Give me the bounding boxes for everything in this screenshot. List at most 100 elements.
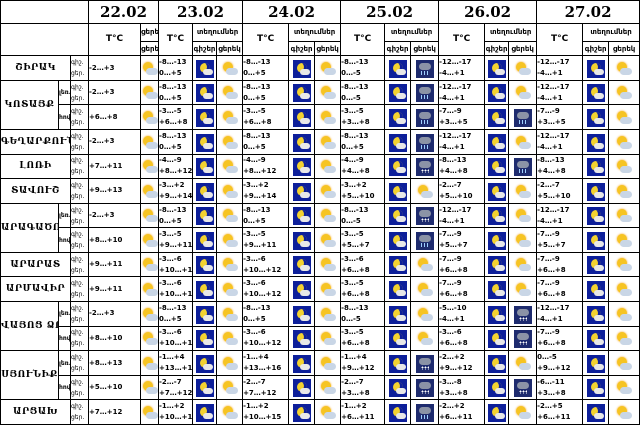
temperature-value: -12…-17 — [537, 131, 570, 140]
weather-icon-cell — [384, 55, 412, 81]
temperature-value: -3…-6 — [439, 328, 462, 337]
sun-cloud-icon — [221, 84, 239, 102]
sun-cloud-icon — [142, 330, 158, 348]
time-of-day: գիշ. ցեր. — [69, 202, 90, 229]
temperature-value: +6…+11 — [537, 413, 571, 422]
temperature-value: +8…+12 — [243, 167, 277, 176]
rain-cloud-icon — [513, 158, 532, 177]
weather-icon-cell — [484, 129, 510, 155]
weather-icon-cell — [140, 399, 160, 425]
sun-cloud-icon — [319, 183, 337, 201]
temperature-value: 0…+5 — [159, 93, 182, 102]
temperature-value: +6…+11 — [341, 413, 375, 422]
temperature-cell: -3…-5 +5…+7 — [340, 227, 386, 253]
rain-cloud-icon — [415, 231, 434, 250]
weather-icon-cell — [384, 374, 412, 401]
moon-cloud-icon — [292, 133, 311, 152]
temperature-cell: -7…-9 +3…+5 — [438, 104, 486, 131]
temp-header: T°C — [242, 22, 290, 57]
sun-cloud-icon — [142, 158, 158, 176]
weather-icon-cell — [484, 202, 510, 229]
moon-cloud-icon — [586, 403, 605, 422]
moon-cloud-icon — [292, 231, 311, 250]
temperature-value: +3…+5 — [439, 118, 468, 127]
weather-icon-cell — [288, 129, 316, 155]
snow-cloud-icon — [415, 158, 434, 177]
temperature-cell: -8…-13 0…+5 — [242, 202, 290, 229]
temperature-value: -3…-6 — [243, 328, 266, 337]
weather-icon-cell — [140, 374, 160, 401]
weather-icon-cell — [608, 227, 640, 253]
weather-icon-cell — [216, 399, 244, 425]
temperature-value: -4…+1 — [537, 142, 563, 151]
region-name: ԳԵՂԱՐՔՈՒՆԻՔ — [0, 129, 71, 155]
temperature-value: 0…+5 — [243, 216, 266, 225]
sun-cloud-icon — [416, 183, 434, 201]
region-name: ԱՐԱԳԱԾՈՏՆ — [0, 202, 59, 253]
temperature-value: -8…-13 — [159, 82, 187, 91]
temperature-value: -3…+2 — [341, 180, 367, 189]
moon-cloud-icon — [487, 207, 506, 226]
region-row: հով.գիշ.ցեր.+8…+10 -3…-5 +9…+11 -3…-5 +9…+11… — [1, 227, 640, 253]
temperature-cell: -2…+3 — [88, 301, 142, 327]
temperature-cell: -1…+2 +10…+15 — [158, 399, 194, 425]
moon-cloud-icon — [195, 305, 214, 324]
temperature-value: -3…+2 — [243, 180, 269, 189]
moon-cloud-icon — [586, 59, 605, 78]
temperature-cell: -7…-9 +6…+8 — [438, 276, 486, 303]
temperature-value: +13…+16 — [243, 364, 282, 372]
zone-label: լեռ. — [58, 79, 71, 106]
moon-cloud-icon — [292, 281, 311, 300]
weather-icon-cell — [410, 251, 440, 278]
weather-icon-cell — [216, 325, 244, 352]
sun-cloud-icon — [615, 256, 633, 274]
temperature-value: -8…-13 — [341, 82, 369, 91]
rain-cloud-icon — [415, 84, 434, 103]
temperature-cell: -3…-5 +6…+8 — [158, 104, 194, 131]
temperature-value: +6…+8 — [439, 265, 468, 274]
temp-header: T°C — [438, 22, 486, 57]
temperature-value: -8…-13 — [159, 58, 187, 67]
sun-cloud-icon — [514, 281, 532, 299]
date-header: 25.02 — [340, 0, 440, 24]
weather-icon-cell — [608, 251, 640, 278]
moon-cloud-icon — [487, 59, 506, 78]
temperature-cell: -7…-9 +6…+8 — [536, 251, 584, 278]
weather-icon-cell — [384, 153, 412, 180]
weather-icon-cell — [608, 178, 640, 204]
weather-icon-cell — [608, 399, 640, 425]
sun-cloud-icon — [514, 232, 532, 250]
temperature-cell: -8…-13 0…+5 — [158, 55, 194, 81]
weather-icon-cell — [484, 374, 510, 401]
sun-cloud-icon — [221, 355, 239, 373]
sun-cloud-icon — [615, 330, 633, 348]
temperature-value: +8…+13 — [89, 358, 123, 367]
sun-cloud-icon — [319, 306, 337, 324]
time-of-day: գիշ. ցեր. — [69, 301, 90, 327]
zone-label: հով. — [58, 227, 71, 253]
temperature-cell: -8…-13 0…+5 — [242, 79, 290, 106]
weather-icon-cell — [140, 55, 160, 81]
moon-cloud-icon — [586, 207, 605, 226]
weather-icon-cell — [140, 129, 160, 155]
temperature-value: +9…+11 — [89, 284, 123, 293]
temp-header: T°C — [340, 22, 386, 57]
weather-icon-cell — [410, 374, 440, 401]
night-subheader: գիշեր — [384, 40, 412, 57]
weather-icon-cell — [288, 251, 316, 278]
day-subheader: ցերեկ — [608, 40, 640, 57]
weather-icon-cell — [314, 55, 342, 81]
weather-icon-cell — [216, 202, 244, 229]
temperature-cell: +9…+13 — [88, 178, 142, 204]
moon-cloud-icon — [292, 207, 311, 226]
weather-icon-cell — [582, 129, 610, 155]
sublabel-row: ցերեկ գիշեր ցերեկ գիշեր ցերեկ գիշեր ցերե… — [1, 40, 640, 57]
snow-cloud-icon — [513, 305, 532, 324]
sun-cloud-icon — [514, 256, 532, 274]
weather-icon-cell — [384, 104, 412, 131]
temperature-cell: -2…-7 +3…+8 — [340, 374, 386, 401]
temperature-cell: -2…+2 +9…+12 — [438, 350, 486, 376]
weather-icon-cell — [484, 325, 510, 352]
temperature-value: -3…-6 — [159, 254, 182, 263]
